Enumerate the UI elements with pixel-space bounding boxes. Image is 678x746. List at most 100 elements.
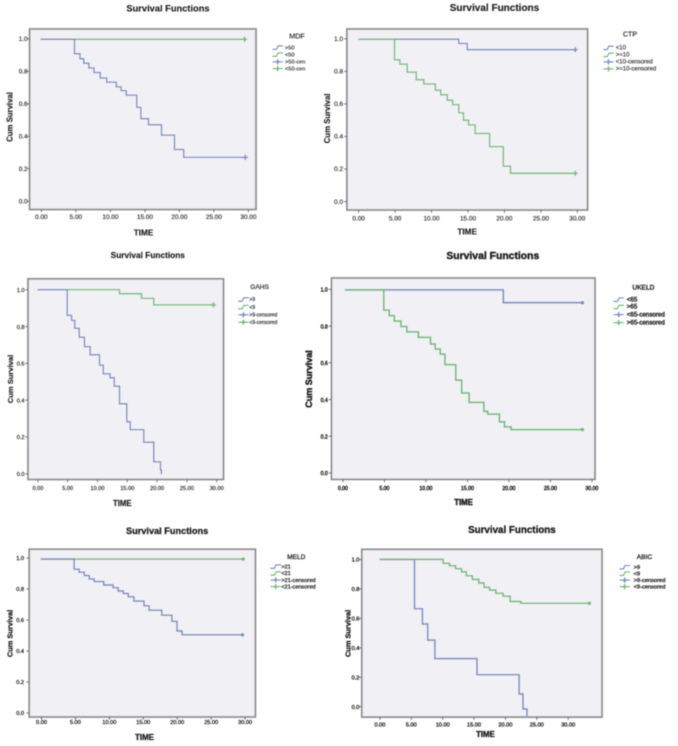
svg-text:0.6: 0.6 bbox=[19, 101, 28, 108]
svg-text:TIME: TIME bbox=[476, 730, 495, 739]
svg-text:0.4: 0.4 bbox=[19, 134, 28, 141]
svg-text:10.00: 10.00 bbox=[102, 214, 118, 221]
svg-text:5.00: 5.00 bbox=[70, 214, 83, 221]
svg-text:15.00: 15.00 bbox=[460, 216, 476, 223]
svg-text:0.00: 0.00 bbox=[35, 214, 48, 221]
svg-text:25.00: 25.00 bbox=[204, 720, 218, 726]
svg-text:20.00: 20.00 bbox=[171, 214, 187, 221]
svg-text:0.8: 0.8 bbox=[321, 324, 328, 330]
svg-text:5.00: 5.00 bbox=[406, 722, 417, 728]
svg-text:0.00: 0.00 bbox=[32, 486, 43, 492]
svg-text:0.4: 0.4 bbox=[334, 134, 343, 141]
svg-text:0.2: 0.2 bbox=[334, 166, 343, 173]
svg-text:<10: <10 bbox=[616, 46, 627, 52]
svg-text:30.00: 30.00 bbox=[210, 486, 224, 492]
svg-text:Survival Functions: Survival Functions bbox=[446, 251, 539, 262]
svg-text:0.0: 0.0 bbox=[352, 705, 360, 711]
svg-text:>50: >50 bbox=[285, 45, 295, 51]
svg-text:>9-censored: >9-censored bbox=[634, 578, 666, 584]
svg-text:1.0: 1.0 bbox=[19, 36, 28, 43]
svg-text:0.0: 0.0 bbox=[321, 471, 328, 477]
svg-text:10.00: 10.00 bbox=[436, 722, 450, 728]
svg-text:30.00: 30.00 bbox=[561, 722, 575, 728]
svg-text:Cum Survival: Cum Survival bbox=[6, 355, 15, 404]
svg-text:20.00: 20.00 bbox=[498, 722, 512, 728]
svg-text:0.6: 0.6 bbox=[16, 618, 24, 624]
svg-text:0.8: 0.8 bbox=[352, 587, 360, 593]
svg-text:0.00: 0.00 bbox=[36, 720, 47, 726]
svg-text:0.4: 0.4 bbox=[16, 649, 24, 655]
svg-text:0.00: 0.00 bbox=[338, 486, 348, 492]
svg-text:>65: >65 bbox=[627, 304, 638, 311]
svg-text:0.2: 0.2 bbox=[352, 676, 360, 682]
svg-text:0.0: 0.0 bbox=[17, 472, 25, 478]
svg-text:Survival Functions: Survival Functions bbox=[111, 250, 186, 260]
svg-text:<21: <21 bbox=[281, 571, 291, 577]
svg-text:0.6: 0.6 bbox=[334, 101, 343, 108]
svg-text:>21: >21 bbox=[281, 564, 291, 570]
svg-text:0.4: 0.4 bbox=[321, 398, 328, 404]
svg-text:TIME: TIME bbox=[134, 228, 154, 237]
svg-text:ABIC: ABIC bbox=[637, 554, 653, 561]
svg-text:20.00: 20.00 bbox=[170, 720, 184, 726]
svg-text:25.00: 25.00 bbox=[544, 486, 557, 492]
svg-text:25.00: 25.00 bbox=[530, 722, 544, 728]
svg-text:>9-censored: >9-censored bbox=[249, 313, 277, 319]
svg-text:1.0: 1.0 bbox=[17, 288, 25, 294]
svg-text:TIME: TIME bbox=[135, 733, 155, 742]
svg-text:0.8: 0.8 bbox=[334, 69, 343, 76]
svg-text:0.2: 0.2 bbox=[17, 435, 25, 441]
svg-text:>65-censored: >65-censored bbox=[627, 319, 666, 326]
svg-text:1.0: 1.0 bbox=[16, 556, 24, 562]
svg-text:TIME: TIME bbox=[457, 227, 477, 236]
svg-text:0.8: 0.8 bbox=[19, 69, 28, 76]
svg-text:Cum Survival: Cum Survival bbox=[304, 350, 314, 408]
svg-text:10.00: 10.00 bbox=[424, 216, 440, 223]
svg-text:>9: >9 bbox=[249, 297, 255, 303]
svg-text:25.00: 25.00 bbox=[180, 486, 194, 492]
svg-text:0.8: 0.8 bbox=[16, 587, 24, 593]
svg-text:20.00: 20.00 bbox=[502, 486, 515, 492]
svg-text:>=10: >=10 bbox=[616, 53, 630, 59]
svg-text:Survival Functions: Survival Functions bbox=[450, 3, 540, 14]
svg-text:0.6: 0.6 bbox=[321, 361, 328, 367]
svg-text:15.00: 15.00 bbox=[120, 486, 134, 492]
svg-text:0.6: 0.6 bbox=[352, 617, 360, 623]
svg-text:1.0: 1.0 bbox=[352, 558, 360, 564]
svg-text:Cum Survival: Cum Survival bbox=[344, 610, 353, 657]
svg-text:<21-censored: <21-censored bbox=[281, 584, 315, 590]
svg-text:20.00: 20.00 bbox=[496, 216, 512, 223]
svg-text:30.00: 30.00 bbox=[240, 214, 256, 221]
svg-text:30.00: 30.00 bbox=[585, 486, 598, 492]
svg-text:MDF: MDF bbox=[289, 32, 305, 41]
svg-text:Cum Survival: Cum Survival bbox=[323, 93, 332, 143]
svg-text:0.0: 0.0 bbox=[16, 711, 24, 717]
svg-text:15.00: 15.00 bbox=[136, 720, 150, 726]
svg-text:0.2: 0.2 bbox=[321, 435, 328, 441]
svg-text:CTP: CTP bbox=[623, 31, 637, 38]
svg-text:0.00: 0.00 bbox=[352, 216, 365, 223]
svg-text:>21-censored: >21-censored bbox=[281, 578, 315, 584]
svg-text:10.00: 10.00 bbox=[419, 486, 432, 492]
svg-text:1.0: 1.0 bbox=[321, 288, 328, 294]
svg-text:0.2: 0.2 bbox=[19, 166, 28, 173]
svg-text:<10-censored: <10-censored bbox=[616, 60, 653, 66]
svg-text:20.00: 20.00 bbox=[150, 486, 164, 492]
svg-text:>9: >9 bbox=[634, 565, 641, 571]
svg-text:1.0: 1.0 bbox=[334, 36, 343, 43]
svg-text:10.00: 10.00 bbox=[91, 486, 105, 492]
svg-text:15.00: 15.00 bbox=[467, 722, 481, 728]
svg-text:10.00: 10.00 bbox=[102, 720, 116, 726]
svg-text:TIME: TIME bbox=[113, 499, 132, 508]
svg-text:5.00: 5.00 bbox=[70, 720, 81, 726]
svg-text:Cum Survival: Cum Survival bbox=[6, 92, 15, 142]
svg-text:<65-censored: <65-censored bbox=[627, 311, 666, 318]
svg-text:GAHS: GAHS bbox=[250, 284, 269, 291]
svg-text:>=10-censored: >=10-censored bbox=[616, 67, 656, 73]
svg-text:UKELD: UKELD bbox=[632, 284, 654, 291]
svg-text:Survival Functions: Survival Functions bbox=[468, 525, 556, 536]
svg-text:5.00: 5.00 bbox=[379, 486, 389, 492]
svg-text:TIME: TIME bbox=[454, 498, 473, 507]
svg-text:<9-censored: <9-censored bbox=[249, 320, 277, 326]
svg-text:0.00: 0.00 bbox=[374, 722, 385, 728]
